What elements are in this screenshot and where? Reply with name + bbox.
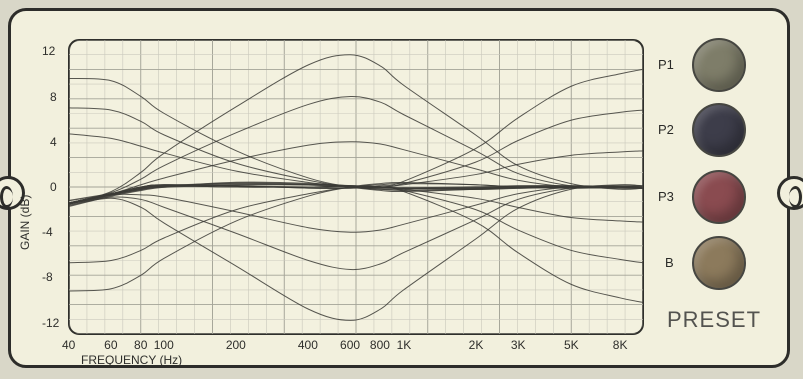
eq-curve-14 bbox=[69, 185, 643, 233]
y-tick-label: -12 bbox=[42, 315, 60, 330]
right-side-knob bbox=[777, 176, 803, 210]
x-tick-label: 60 bbox=[104, 338, 118, 352]
y-tick-label: -4 bbox=[42, 225, 53, 240]
x-tick-label: 5K bbox=[563, 338, 579, 352]
x-tick-label: 1K bbox=[396, 338, 412, 352]
x-tick-label: 600 bbox=[340, 338, 361, 352]
eq-curve-12 bbox=[69, 184, 643, 321]
x-tick-label: 40 bbox=[62, 338, 76, 352]
x-axis-label: FREQUENCY (Hz) bbox=[81, 353, 183, 367]
y-tick-label: 12 bbox=[42, 44, 56, 59]
x-tick-label: 80 bbox=[134, 338, 148, 352]
x-tick-label: 400 bbox=[297, 338, 318, 352]
y-tick-label: -8 bbox=[42, 270, 53, 285]
eq-curve-13 bbox=[69, 185, 643, 271]
y-tick-label: 0 bbox=[50, 180, 57, 194]
x-tick-label: 3K bbox=[510, 338, 526, 352]
x-tick-label: 8K bbox=[612, 338, 628, 352]
x-tick-label: 100 bbox=[153, 338, 174, 352]
preset-button-p2[interactable] bbox=[692, 103, 746, 157]
eq-curve-20 bbox=[69, 185, 643, 223]
preset-button-b[interactable] bbox=[692, 236, 746, 290]
preset-label: PRESET bbox=[667, 307, 762, 332]
y-tick-label: 4 bbox=[50, 134, 57, 149]
preset-button-p3[interactable] bbox=[692, 170, 746, 224]
eq-curve-11 bbox=[69, 141, 643, 204]
x-tick-label: 2K bbox=[468, 338, 484, 352]
preset-label-p3: P3 bbox=[658, 189, 674, 204]
preset-button-p1[interactable] bbox=[692, 38, 746, 92]
x-tick-label: 800 bbox=[369, 338, 390, 352]
left-side-knob bbox=[0, 176, 25, 210]
x-tick-label: 200 bbox=[225, 338, 246, 352]
eq-curve-17 bbox=[69, 150, 643, 204]
y-axis-label: GAIN (dB) bbox=[18, 194, 32, 250]
preset-label-b: B bbox=[665, 255, 674, 270]
eq-curve-9 bbox=[69, 54, 643, 205]
preset-label-p2: P2 bbox=[658, 122, 674, 137]
y-tick-label: 8 bbox=[50, 89, 57, 104]
preset-label-p1: P1 bbox=[658, 57, 674, 72]
eq-curve-10 bbox=[69, 96, 643, 204]
